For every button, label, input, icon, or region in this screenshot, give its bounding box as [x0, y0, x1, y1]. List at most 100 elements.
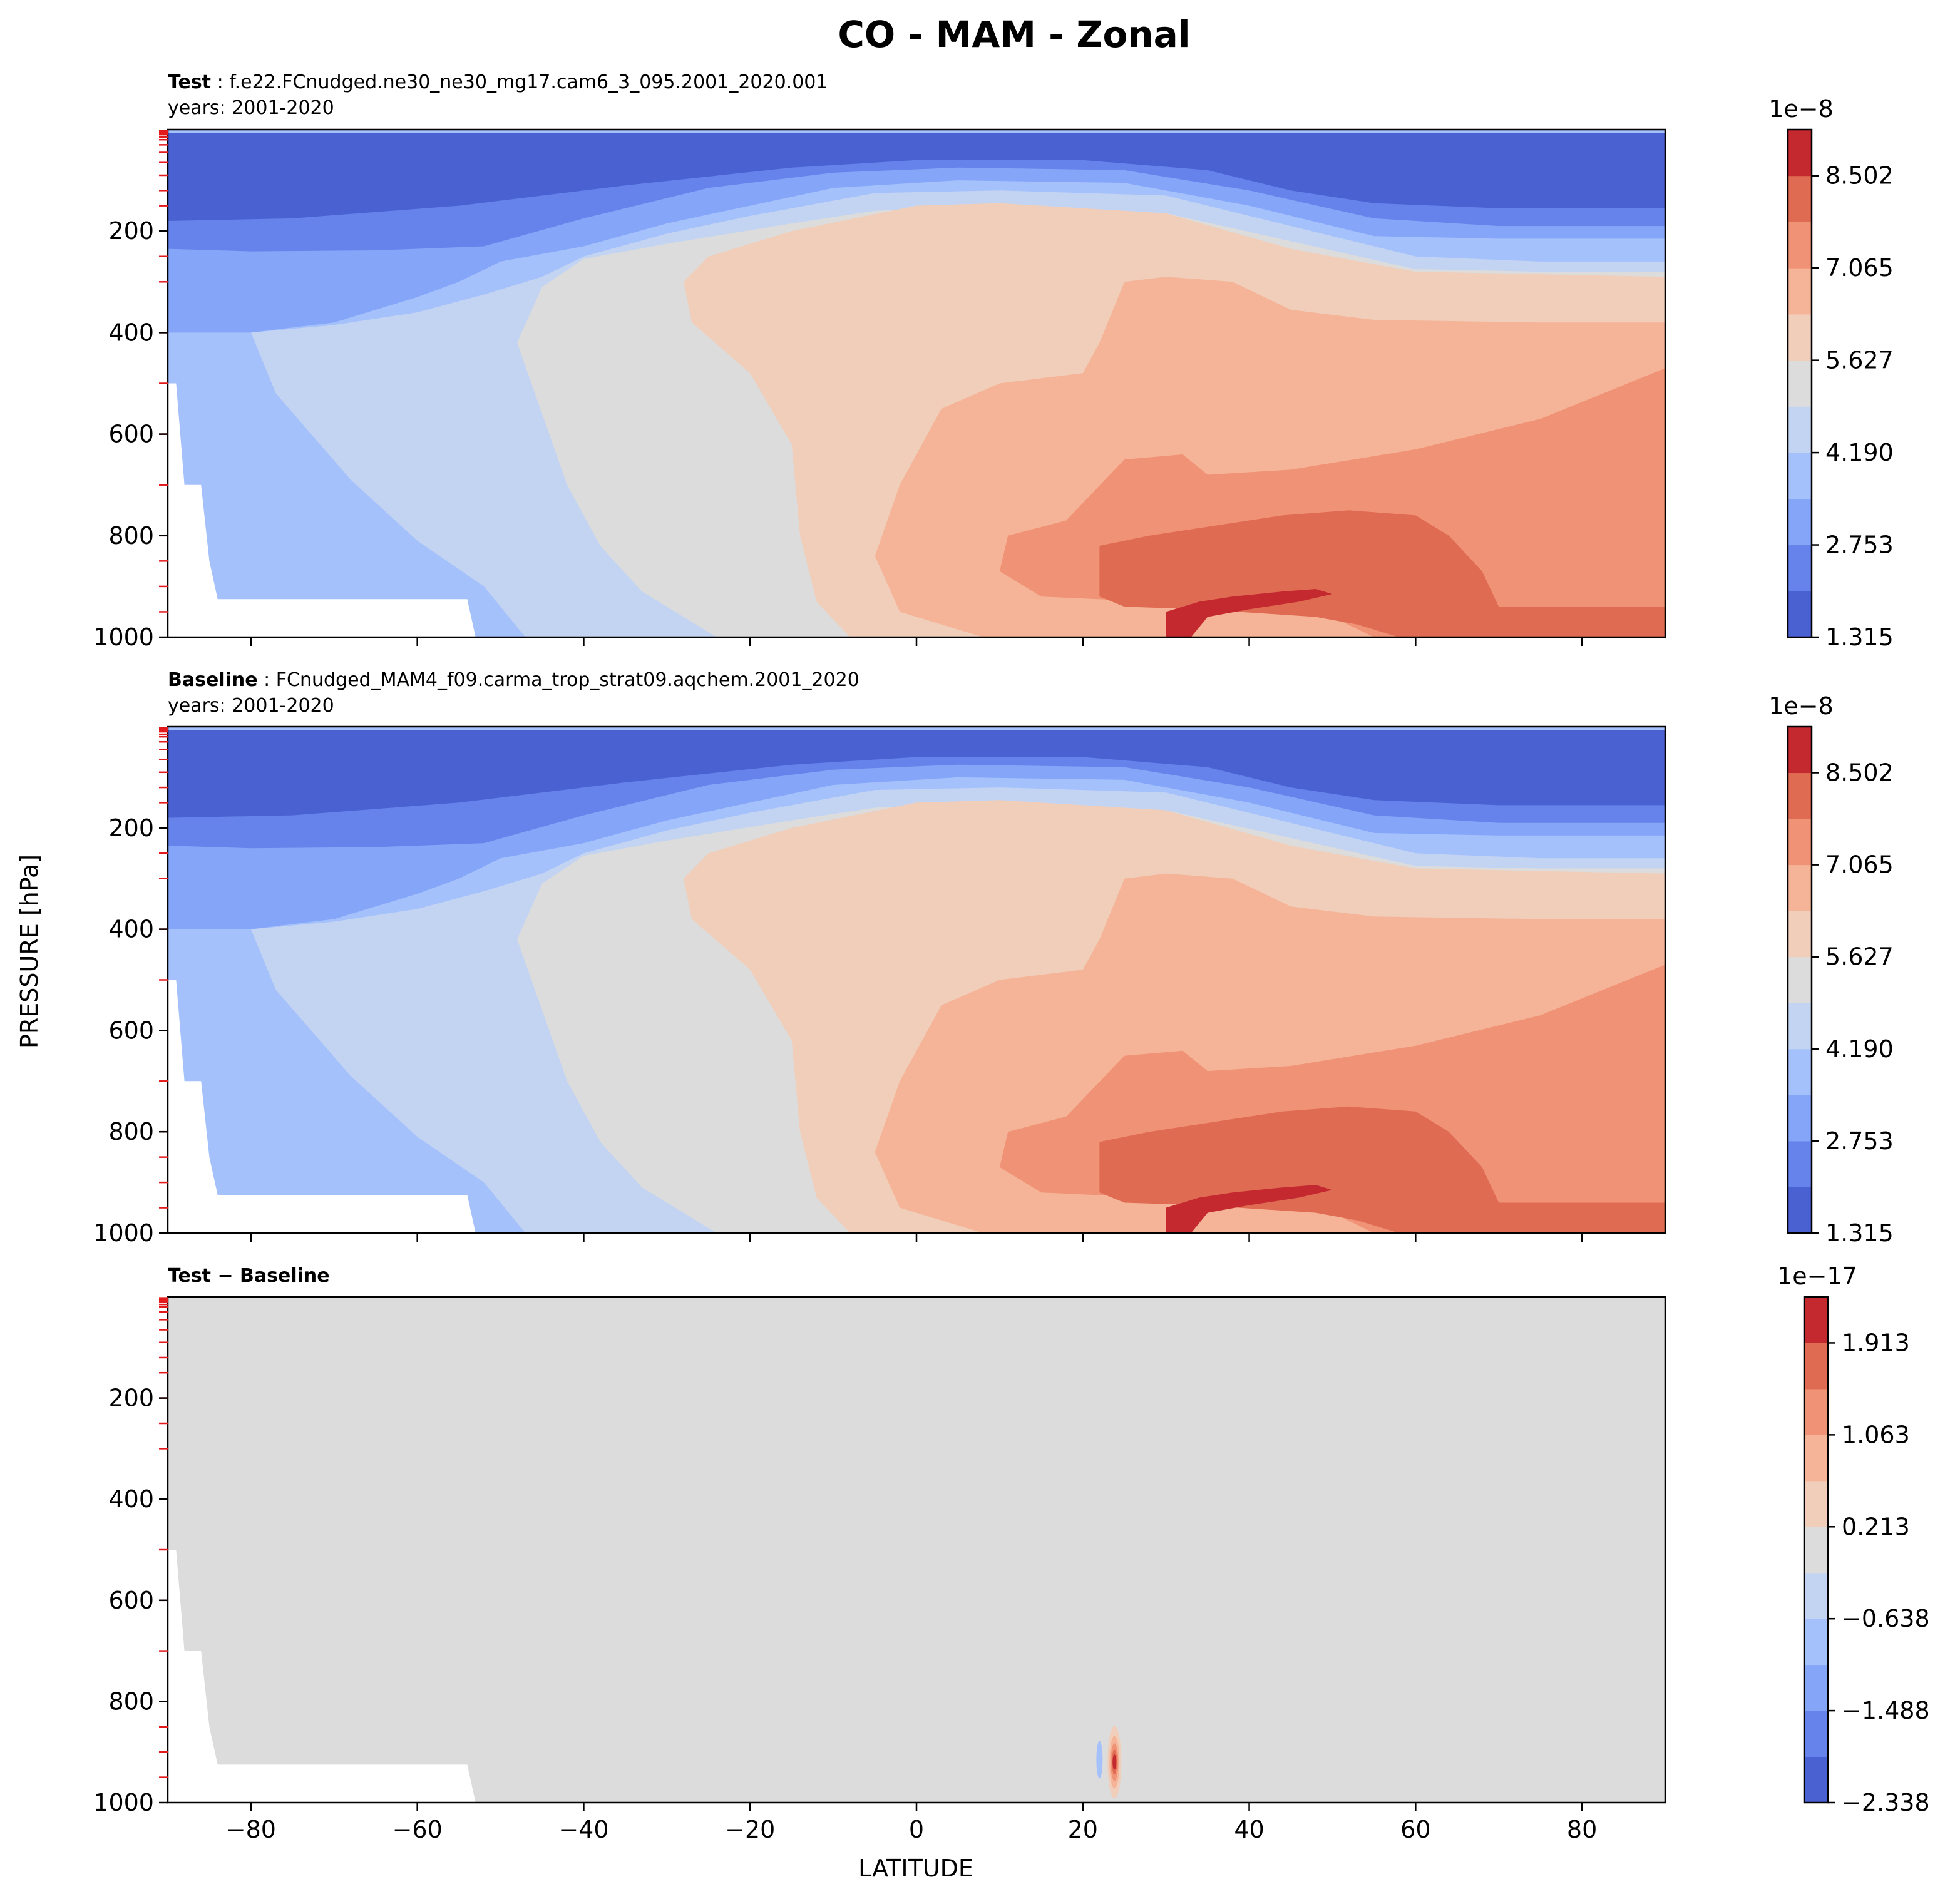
- test-colorbar: 1.315 2.753 4.190 5.627 7.065 8.502 1e−8: [1768, 95, 1894, 651]
- diff-xtick-label: −60: [393, 1816, 443, 1843]
- test-ytick-label: 200: [108, 217, 154, 245]
- figure-title: CO - MAM - Zonal: [838, 13, 1190, 56]
- test-ytick-label: 1000: [93, 623, 154, 651]
- diff-xtick-label: −20: [725, 1816, 775, 1843]
- diff-colorbar-segment: [1804, 1664, 1828, 1711]
- test-colorbar-segment: [1788, 498, 1812, 546]
- diff-xtick-label: 0: [909, 1816, 924, 1843]
- diff-colorbar-tick-label: 1.913: [1842, 1329, 1910, 1356]
- baseline-colorbar-segment: [1788, 819, 1812, 866]
- diff-colorbar-segment: [1804, 1756, 1828, 1803]
- baseline-case-name: FCnudged_MAM4_f09.carma_trop_strat09.aqc…: [276, 669, 859, 691]
- diff-ytick-label: 800: [108, 1687, 154, 1715]
- baseline-terrain-mask: [168, 980, 476, 1233]
- baseline-colorbar-segment: [1788, 1095, 1812, 1142]
- x-axis-label: LATITUDE: [858, 1855, 973, 1882]
- baseline-colorbar-segment: [1788, 911, 1812, 958]
- test-terrain-mask: [168, 383, 476, 637]
- diff-positive-lobe-10: [1112, 1754, 1117, 1770]
- y-axis-label: PRESSURE [hPa]: [16, 854, 43, 1048]
- diff-colorbar-tick-label: 1.063: [1842, 1421, 1910, 1448]
- baseline-contour-level-10: [1166, 1185, 1333, 1233]
- diff-terrain-mask: [168, 1550, 476, 1803]
- test-label: Test: [168, 71, 211, 93]
- baseline-contours: [168, 727, 1665, 1233]
- baseline-colorbar-segment: [1788, 864, 1812, 911]
- diff-xtick-label: 40: [1234, 1816, 1264, 1843]
- diff-colorbar-segment: [1804, 1480, 1828, 1527]
- test-colorbar-segment: [1788, 175, 1812, 222]
- test-colorbar-segment: [1788, 453, 1812, 499]
- diff-negative-lobe: [1096, 1741, 1103, 1779]
- diff-colorbar-segment: [1804, 1343, 1828, 1390]
- baseline-colorbar-tick-label: 1.315: [1825, 1219, 1894, 1247]
- test-case-name: f.e22.FCnudged.ne30_ne30_mg17.cam6_3_095…: [229, 71, 828, 93]
- baseline-colorbar-segment: [1788, 772, 1812, 819]
- test-colorbar-segment: [1788, 314, 1812, 361]
- diff-ytick-label: 200: [108, 1385, 154, 1412]
- baseline-colorbar-segment: [1788, 1048, 1812, 1095]
- baseline-colorbar-segment: [1788, 727, 1812, 774]
- test-colorbar-frame: [1787, 128, 1813, 638]
- baseline-panel-title: Baseline : FCnudged_MAM4_f09.carma_trop_…: [168, 669, 859, 691]
- baseline-colorbar-tick-label: 4.190: [1825, 1035, 1894, 1063]
- diff-colorbar: −2.338 −1.488 −0.638 0.213 1.063 1.913 1e−17: [1777, 1262, 1930, 1816]
- baseline-label: Baseline: [168, 669, 258, 691]
- test-colorbar-tick-label: 1.315: [1825, 623, 1894, 651]
- baseline-colorbar-segment: [1788, 1003, 1812, 1050]
- test-ytick-label: 600: [108, 421, 154, 448]
- diff-colorbar-segment: [1804, 1619, 1828, 1666]
- diff-contour-level-5: [168, 1297, 1665, 1803]
- baseline-colorbar-segment: [1788, 1140, 1812, 1187]
- baseline-colorbar-segment: [1788, 1187, 1812, 1234]
- baseline-colorbar-tick-label: 8.502: [1825, 759, 1894, 787]
- baseline-colorbar-tick-label: 2.753: [1825, 1127, 1894, 1155]
- diff-colorbar-tick-label: −1.488: [1842, 1697, 1930, 1724]
- diff-ytick-label: 600: [108, 1587, 154, 1614]
- test-contour-level-10: [1166, 589, 1333, 637]
- diff-panel: 200 400 600 800 1000 −80 −60 −40 −20 0 20 40 60 80: [93, 1296, 1666, 1843]
- test-colorbar-segment: [1788, 545, 1812, 591]
- diff-colorbar-segment: [1804, 1711, 1828, 1758]
- test-colorbar-tick-label: 5.627: [1825, 347, 1894, 374]
- diff-xtick-label: −80: [226, 1816, 276, 1843]
- baseline-ytick-label: 400: [108, 916, 154, 943]
- diff-xtick-label: 20: [1068, 1816, 1098, 1843]
- diff-colorbar-tick-label: −2.338: [1842, 1789, 1930, 1816]
- test-years: years: 2001-2020: [168, 97, 334, 119]
- baseline-ytick-label: 1000: [93, 1219, 154, 1247]
- diff-panel-title: Test − Baseline: [168, 1265, 330, 1287]
- test-colorbar-offset: 1e−8: [1768, 95, 1834, 123]
- diff-colorbar-frame: [1803, 1296, 1829, 1804]
- baseline-contour-level-9: [168, 1106, 1665, 1233]
- baseline-years: years: 2001-2020: [168, 695, 334, 717]
- diff-xtick-label: 60: [1400, 1816, 1430, 1843]
- test-colorbar-tick-label: 4.190: [1825, 439, 1894, 466]
- diff-colorbar-tick-label: −0.638: [1842, 1605, 1930, 1632]
- test-colorbar-tick-label: 8.502: [1825, 162, 1894, 190]
- baseline-ytick-label: 200: [108, 814, 154, 842]
- test-top-band: [168, 130, 1665, 133]
- baseline-colorbar-tick-label: 5.627: [1825, 943, 1894, 971]
- diff-colorbar-segment: [1804, 1527, 1828, 1574]
- diff-xtick-label: −40: [558, 1816, 608, 1843]
- baseline-ytick-label: 600: [108, 1016, 154, 1044]
- diff-ytick-label: 400: [108, 1485, 154, 1513]
- baseline-top-band: [168, 727, 1665, 730]
- baseline-colorbar-segment: [1788, 956, 1812, 1003]
- test-colorbar-segment: [1788, 222, 1812, 269]
- diff-xtick-label: 80: [1567, 1816, 1597, 1843]
- baseline-panel: 200 400 600 800 1000: [93, 725, 1666, 1247]
- test-contour-level-9: [168, 510, 1665, 637]
- baseline-ytick-label: 800: [108, 1118, 154, 1145]
- test-colorbar-segment: [1788, 591, 1812, 638]
- test-colorbar-segment: [1788, 130, 1812, 177]
- test-panel: 200 400 600 800 1000: [93, 128, 1666, 651]
- diff-colorbar-tick-label: 0.213: [1842, 1513, 1910, 1540]
- test-colorbar-segment: [1788, 268, 1812, 315]
- diff-contours: [168, 1297, 1665, 1803]
- diff-colorbar-offset: 1e−17: [1777, 1262, 1857, 1290]
- diff-colorbar-segment: [1804, 1388, 1828, 1435]
- test-ytick-label: 800: [108, 522, 154, 550]
